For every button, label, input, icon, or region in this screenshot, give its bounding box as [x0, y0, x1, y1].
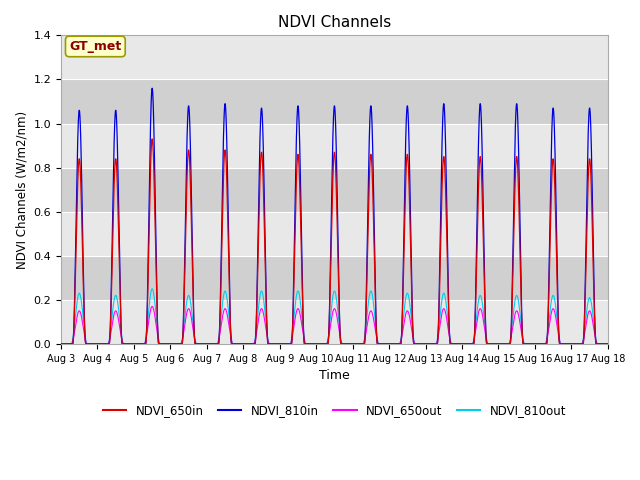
- NDVI_810in: [574, 341, 582, 347]
- NDVI_810out: [574, 341, 582, 347]
- NDVI_650in: [243, 341, 251, 347]
- Line: NDVI_810in: NDVI_810in: [61, 88, 608, 344]
- Line: NDVI_650in: NDVI_650in: [61, 139, 608, 344]
- NDVI_650out: [604, 341, 612, 347]
- NDVI_650out: [57, 341, 65, 347]
- NDVI_650in: [574, 341, 582, 347]
- NDVI_650out: [457, 341, 465, 347]
- NDVI_810out: [581, 324, 589, 330]
- NDVI_810in: [57, 341, 65, 347]
- NDVI_650in: [457, 341, 465, 347]
- NDVI_650in: [472, 281, 480, 287]
- Bar: [61, 79, 608, 123]
- NDVI_650out: [243, 341, 251, 347]
- NDVI_650in: [604, 341, 612, 347]
- NDVI_810in: [243, 341, 251, 347]
- Text: GT_met: GT_met: [69, 40, 122, 53]
- NDVI_650out: [472, 324, 480, 329]
- NDVI_650in: [316, 341, 324, 347]
- NDVI_810in: [457, 341, 465, 347]
- X-axis label: Time: Time: [319, 369, 350, 382]
- Legend: NDVI_650in, NDVI_810in, NDVI_650out, NDVI_810out: NDVI_650in, NDVI_810in, NDVI_650out, NDV…: [98, 399, 571, 421]
- NDVI_650in: [57, 341, 65, 347]
- NDVI_810out: [472, 317, 480, 323]
- NDVI_810out: [57, 341, 65, 347]
- NDVI_650in: [581, 307, 589, 313]
- Y-axis label: NDVI Channels (W/m2/nm): NDVI Channels (W/m2/nm): [15, 110, 28, 269]
- NDVI_810in: [316, 341, 324, 347]
- NDVI_810in: [472, 264, 480, 270]
- Bar: [61, 168, 608, 212]
- NDVI_650in: [148, 136, 156, 142]
- NDVI_810in: [604, 341, 612, 347]
- Bar: [61, 256, 608, 300]
- NDVI_810out: [604, 341, 612, 347]
- NDVI_810out: [457, 341, 465, 347]
- NDVI_650out: [574, 341, 582, 347]
- Bar: [61, 212, 608, 256]
- Bar: [61, 123, 608, 168]
- NDVI_650out: [316, 341, 324, 347]
- Bar: [61, 300, 608, 344]
- NDVI_650out: [148, 303, 156, 309]
- Bar: [61, 36, 608, 79]
- NDVI_650out: [581, 329, 589, 335]
- NDVI_810out: [316, 341, 324, 347]
- NDVI_810in: [581, 298, 589, 303]
- Line: NDVI_810out: NDVI_810out: [61, 289, 608, 344]
- NDVI_810in: [148, 85, 156, 91]
- Line: NDVI_650out: NDVI_650out: [61, 306, 608, 344]
- NDVI_810out: [148, 286, 156, 292]
- NDVI_810out: [243, 341, 251, 347]
- Title: NDVI Channels: NDVI Channels: [278, 15, 391, 30]
